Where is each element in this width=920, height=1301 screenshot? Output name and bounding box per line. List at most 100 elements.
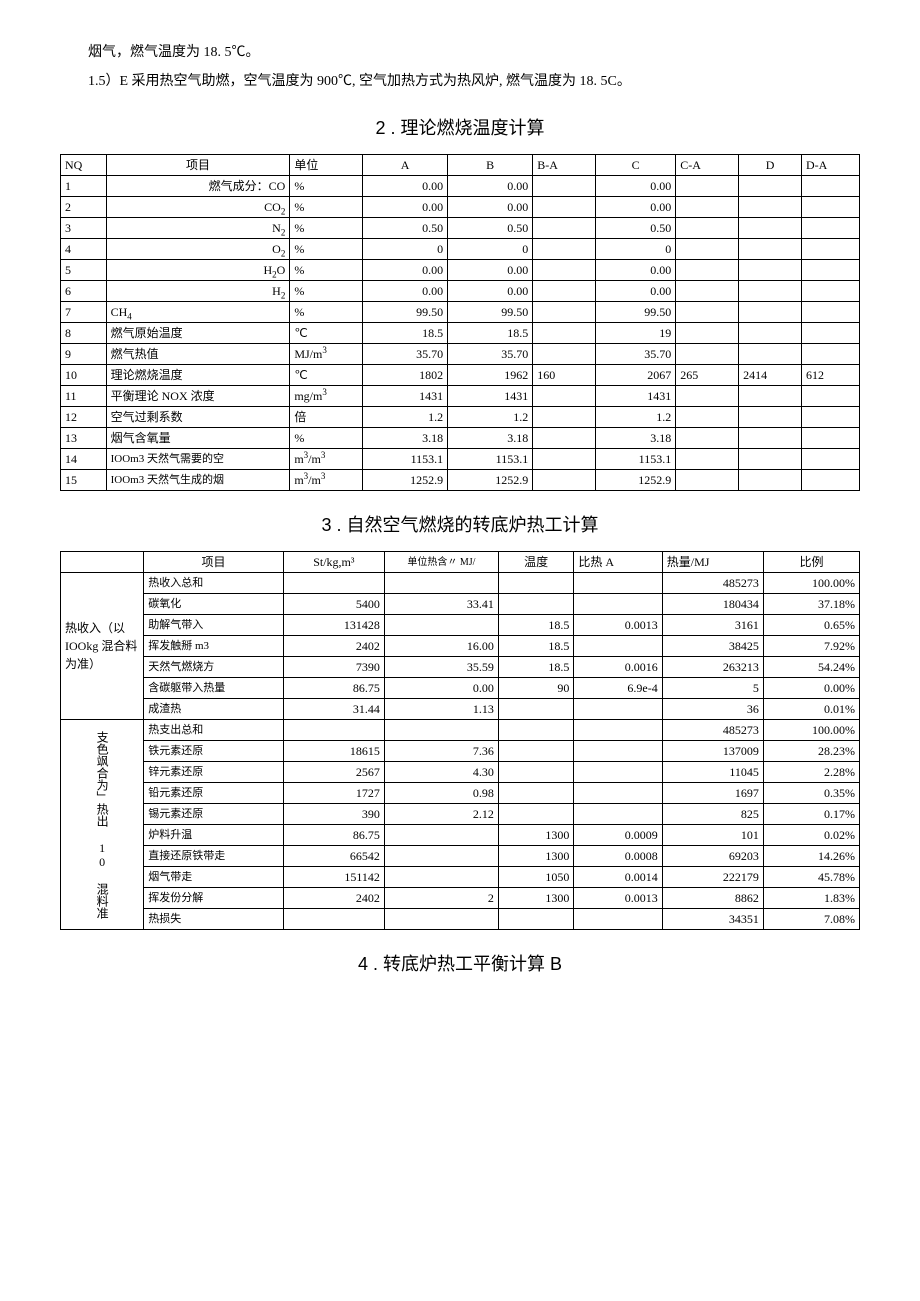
table-cell: 90	[498, 678, 574, 699]
table-cell	[739, 239, 802, 260]
table-cell: 31.44	[283, 699, 384, 720]
table-cell: 0.00%	[763, 678, 859, 699]
table-cell: 100.00%	[763, 573, 859, 594]
section-4-title: 4 . 转底炉热工平衡计算 B	[60, 950, 860, 976]
col-a: A	[363, 155, 448, 176]
table-cell	[574, 804, 662, 825]
table-cell: CO2	[106, 197, 290, 218]
table-cell: 1153.1	[448, 449, 533, 470]
table-cell: 倍	[290, 407, 363, 428]
table-cell: 1252.9	[363, 470, 448, 491]
table-cell: 7	[61, 302, 107, 323]
table-cell: 263213	[662, 657, 763, 678]
table-cell: 2402	[283, 888, 384, 909]
table-header-row: 项目 St/kg,m³ 单位热含〃 MJ/ 温度 比热 A 热量/MJ 比例	[61, 552, 860, 573]
table-cell	[739, 218, 802, 239]
table-cell: %	[290, 281, 363, 302]
table-cell	[384, 573, 498, 594]
col-ca: C-A	[676, 155, 739, 176]
col-d: D	[739, 155, 802, 176]
table-cell	[533, 428, 596, 449]
table-cell: 热损失	[144, 909, 284, 930]
col-da: D-A	[801, 155, 859, 176]
combustion-temp-table: NQ 项目 单位 A B B-A C C-A D D-A 1燃气成分：CO%0.…	[60, 154, 860, 491]
table-cell: 烟气带走	[144, 867, 284, 888]
table-cell	[384, 867, 498, 888]
table-cell: 18.5	[498, 657, 574, 678]
table-cell: %	[290, 260, 363, 281]
table-cell	[283, 909, 384, 930]
table-cell: 0.00	[363, 197, 448, 218]
table-cell: 265	[676, 365, 739, 386]
table-cell: 1727	[283, 783, 384, 804]
table-cell: 37.18%	[763, 594, 859, 615]
table-cell: 0.65%	[763, 615, 859, 636]
table-header-row: NQ 项目 单位 A B B-A C C-A D D-A	[61, 155, 860, 176]
table-cell: 86.75	[283, 825, 384, 846]
table-row: 支色飒合为」热出 10 混料准热支出总和485273100.00%	[61, 720, 860, 741]
table-row: 铁元素还原186157.3613700928.23%	[61, 741, 860, 762]
table-cell: O2	[106, 239, 290, 260]
table-cell: 2567	[283, 762, 384, 783]
table-cell: 0.00	[448, 176, 533, 197]
table-cell: 直接还原铁带走	[144, 846, 284, 867]
table-cell: 131428	[283, 615, 384, 636]
col-spec: 比热 A	[574, 552, 662, 573]
col-ratio: 比例	[763, 552, 859, 573]
table-cell: 0	[448, 239, 533, 260]
table-cell: 2.12	[384, 804, 498, 825]
table-cell	[801, 218, 859, 239]
table-cell: 8862	[662, 888, 763, 909]
table-cell	[533, 176, 596, 197]
table-cell: 挥发份分解	[144, 888, 284, 909]
table-cell: 1962	[448, 365, 533, 386]
table-cell	[676, 344, 739, 365]
table-cell: 3.18	[363, 428, 448, 449]
table-cell: 86.75	[283, 678, 384, 699]
table-cell: 11045	[662, 762, 763, 783]
table-cell	[739, 428, 802, 449]
table-cell: 1431	[448, 386, 533, 407]
row-group: 热收入（以IOOkg 混合料为准）	[61, 573, 144, 720]
table-cell: 33.41	[384, 594, 498, 615]
table-cell: 1.83%	[763, 888, 859, 909]
table-cell: m3/m3	[290, 449, 363, 470]
table-cell	[384, 615, 498, 636]
table-cell: 18.5	[363, 323, 448, 344]
table-cell: 3161	[662, 615, 763, 636]
table-cell	[676, 428, 739, 449]
table-cell: 35.70	[448, 344, 533, 365]
table-cell	[676, 302, 739, 323]
table-row: 成渣热31.441.13360.01%	[61, 699, 860, 720]
col-nq: NQ	[61, 155, 107, 176]
table-cell: 炉料升温	[144, 825, 284, 846]
table-row: 碳氧化540033.4118043437.18%	[61, 594, 860, 615]
table-cell	[283, 720, 384, 741]
table-cell: 13	[61, 428, 107, 449]
row-group: 支色飒合为」热出 10 混料准	[61, 720, 144, 930]
table-cell	[574, 699, 662, 720]
table-cell: 1300	[498, 846, 574, 867]
table-cell: 0.00	[596, 281, 676, 302]
table-row: 直接还原铁带走6654213000.00086920314.26%	[61, 846, 860, 867]
table-cell: 1050	[498, 867, 574, 888]
table-cell: 38425	[662, 636, 763, 657]
table-cell: 99.50	[363, 302, 448, 323]
table-row: 锡元素还原3902.128250.17%	[61, 804, 860, 825]
table-cell: 2	[384, 888, 498, 909]
table-cell: 5400	[283, 594, 384, 615]
table-cell: 0.00	[384, 678, 498, 699]
table-row: 1燃气成分：CO%0.000.000.00	[61, 176, 860, 197]
table-cell	[533, 470, 596, 491]
col-temp: 温度	[498, 552, 574, 573]
table-cell: 1	[61, 176, 107, 197]
table-cell: 1153.1	[363, 449, 448, 470]
table-cell: 18.5	[498, 636, 574, 657]
table-cell: 15	[61, 470, 107, 491]
table-cell	[384, 825, 498, 846]
table-cell: %	[290, 176, 363, 197]
table-cell	[739, 176, 802, 197]
table-cell: 0.0013	[574, 615, 662, 636]
table-row: 铅元素还原17270.9816970.35%	[61, 783, 860, 804]
table-cell	[801, 344, 859, 365]
